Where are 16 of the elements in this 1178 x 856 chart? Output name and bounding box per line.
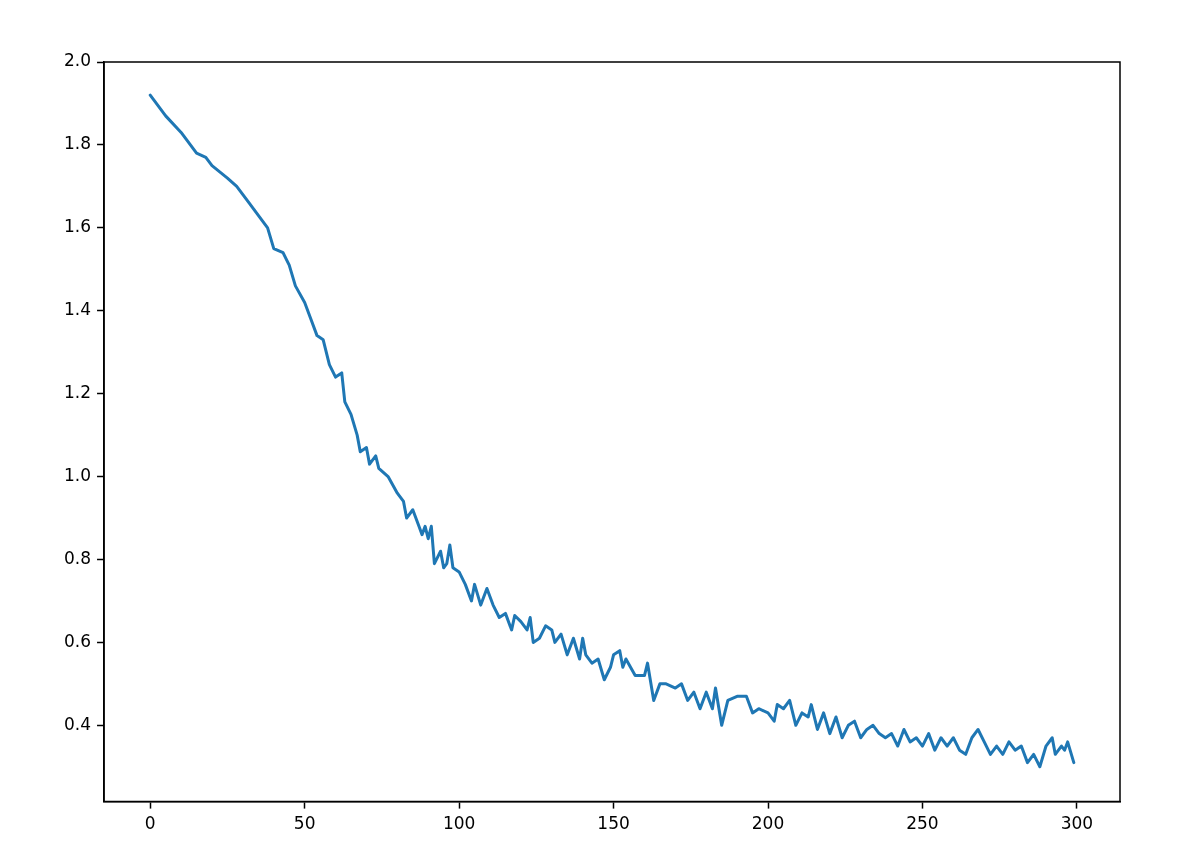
y-tick-label: 1.8 (63, 133, 92, 154)
y-tick-label: 1.2 (63, 382, 92, 403)
x-tick-label: 250 (906, 813, 939, 834)
y-tick-label: 1.0 (63, 465, 92, 485)
y-tick-label: 0.8 (63, 547, 92, 568)
x-tick-label: 50 (293, 813, 316, 834)
x-tick-label: 150 (597, 813, 630, 834)
x-tick-label: 100 (442, 813, 476, 834)
x-tick-label: 200 (751, 813, 785, 834)
y-tick-label: 2.0 (63, 50, 92, 71)
x-tick-label: 0 (144, 813, 156, 834)
x-tick-label: 300 (1060, 813, 1094, 834)
y-tick-label: 0.6 (63, 630, 92, 651)
y-tick-label: 0.4 (63, 713, 92, 734)
y-tick-label: 1.4 (63, 299, 92, 320)
y-tick-label: 1.6 (63, 216, 92, 237)
